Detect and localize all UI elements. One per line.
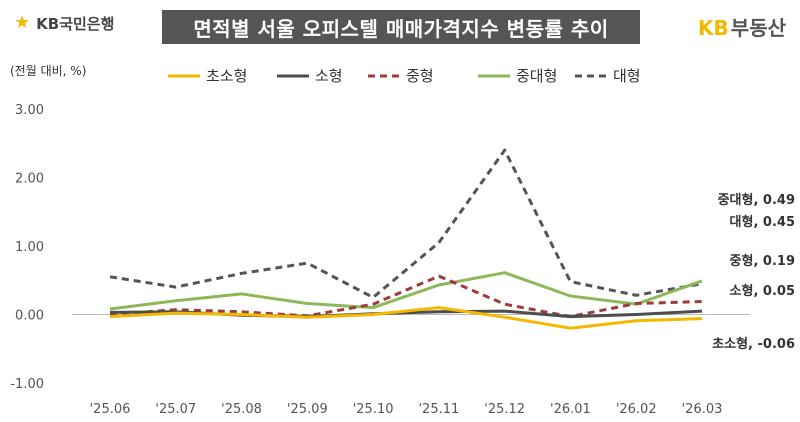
x-tick-label: '25.11: [418, 402, 459, 417]
x-tick-label: '25.07: [155, 402, 196, 417]
series-line: [109, 271, 703, 311]
x-tick-label: '26.02: [616, 402, 657, 417]
x-tick-label: '25.10: [353, 402, 394, 417]
x-tick-label: '26.03: [682, 402, 723, 417]
y-axis-label: (전월 대비, %): [10, 64, 87, 78]
y-tick-label: -1.00: [10, 377, 44, 392]
kb-realestate-logo-text: 부동산: [730, 16, 786, 40]
x-tick-label: '25.09: [287, 402, 328, 417]
legend-label: 소형: [315, 67, 343, 85]
x-tick-label: '25.12: [484, 402, 525, 417]
x-tick-label: '25.06: [90, 402, 131, 417]
kb-realestate-logo-kb: KB: [698, 16, 729, 40]
legend-label: 초소형: [206, 67, 247, 85]
series-end-label: 중형, 0.19: [730, 253, 795, 269]
legend-label: 대형: [613, 67, 641, 85]
chart-title: 면적별 서울 오피스텔 매매가격지수 변동률 추이: [162, 10, 640, 44]
x-tick-label: '25.08: [221, 402, 262, 417]
series-line: [109, 148, 703, 299]
kb-realestate-logo: KB 부동산: [698, 12, 786, 41]
series-end-label: 중대형, 0.49: [718, 192, 795, 208]
y-tick-label: 2.00: [15, 172, 44, 187]
kb-star-icon: ★: [14, 12, 31, 33]
series-end-label: 초소형, -0.06: [712, 336, 795, 352]
series-end-label: 소형, 0.05: [730, 283, 795, 299]
kb-bank-logo: ★ KB국민은행: [14, 10, 114, 36]
y-tick-label: 3.00: [15, 103, 44, 118]
y-tick-label: 0.00: [15, 309, 44, 324]
y-tick-label: 1.00: [15, 240, 44, 255]
series-end-label: 대형, 0.45: [730, 214, 795, 230]
series-line: [109, 306, 703, 330]
legend-label: 중형: [406, 67, 434, 85]
legend-label: 중대형: [516, 67, 557, 85]
series-line: [109, 274, 703, 319]
x-tick-label: '26.01: [550, 402, 591, 417]
kb-bank-logo-text: KB국민은행: [36, 14, 115, 33]
